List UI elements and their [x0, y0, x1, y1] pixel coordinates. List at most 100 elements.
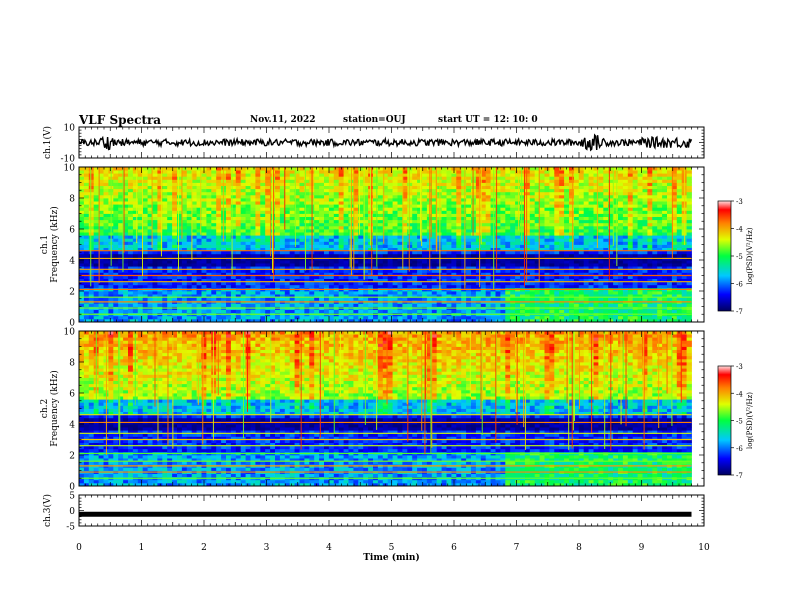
- ch1-spec-cell: [353, 213, 359, 217]
- ch1-spec-cell: [377, 216, 384, 221]
- ch1-spec-cell: [451, 204, 457, 208]
- ch1-spec-cell: [471, 269, 477, 273]
- ch1-spec-cell: [490, 281, 496, 286]
- ch1-spec-cell: [113, 232, 119, 236]
- ch1-spec-cell: [289, 198, 295, 202]
- ch1-spec-cell: [515, 173, 521, 177]
- ch1-spec-cell: [167, 229, 173, 233]
- ch1-spec-cell: [377, 191, 384, 196]
- ch1-spec-cell: [260, 170, 266, 174]
- ch1-spec-cell: [324, 188, 330, 193]
- ch1-spec-cell: [382, 170, 389, 174]
- ch1-spec-cell: [373, 235, 379, 239]
- ch1-spec-cell: [289, 275, 295, 279]
- ch1-spec-cell: [363, 194, 369, 199]
- ch1-spec-cell: [436, 291, 442, 295]
- ch1-spec-cell: [186, 213, 193, 217]
- ch1-spec-cell: [245, 229, 251, 233]
- ch1-spec-cell: [103, 315, 109, 320]
- ch1-spec-cell: [451, 188, 457, 193]
- ch1-spec-cell: [152, 250, 158, 255]
- ch1-spec-cell: [524, 201, 531, 205]
- ch1-spec-cell: [167, 253, 173, 258]
- ch1-spec-cell: [446, 238, 452, 242]
- ch1-spec-cell: [417, 318, 423, 323]
- ch1-spec-cell: [363, 284, 369, 289]
- ch1-spec-cell: [485, 275, 491, 279]
- ch1-spec-cell: [279, 266, 286, 270]
- ch1-spec-cell: [505, 182, 511, 186]
- ch1-spec-cell: [201, 213, 207, 217]
- ch1-spec-cell: [137, 225, 144, 230]
- ch1-spec-cell: [328, 266, 335, 270]
- ch1-spec-cell: [529, 176, 536, 180]
- ch1-spec-cell: [147, 266, 153, 270]
- ch1-spec-cell: [152, 176, 158, 180]
- ch1-spec-cell: [250, 278, 256, 283]
- ch1-spec-cell: [299, 309, 305, 314]
- ch1-spec-cell: [93, 291, 99, 295]
- ch1-spec-cell: [167, 275, 173, 279]
- ch1-spec-cell: [495, 284, 501, 289]
- ch1-spec-cell: [431, 266, 438, 270]
- ch1-spec-cell: [147, 260, 153, 264]
- ch1-spec-cell: [304, 315, 310, 320]
- ch1-spec-cell: [485, 173, 491, 177]
- ch1-spec-cell: [289, 229, 295, 233]
- ch1-spec-cell: [181, 176, 188, 180]
- ch1-spec-cell: [152, 278, 158, 283]
- ch1-spec-cell: [196, 213, 202, 217]
- ch1-spec-cell: [167, 284, 173, 289]
- ch1-spec-cell: [529, 266, 536, 270]
- ch1-spec-cell: [554, 204, 560, 208]
- ch1-spec-cell: [216, 170, 222, 174]
- ch1-spec-cell: [373, 266, 379, 270]
- ch1-spec-cell: [88, 185, 95, 190]
- ch1-spec-cell: [230, 281, 237, 286]
- ch1-spec-cell: [201, 241, 207, 245]
- ch1-spec-cell: [353, 222, 359, 227]
- ch1-spec-cell: [201, 278, 207, 283]
- ch1-spec-cell: [221, 272, 227, 276]
- ch1-spec-cell: [328, 213, 335, 217]
- ch1-spec-cell: [270, 275, 276, 279]
- ch1-spec-cell: [88, 176, 95, 180]
- ch1-spec-cell: [471, 176, 477, 180]
- ch1-spec-cell: [304, 297, 310, 301]
- ch1-spec-cell: [382, 291, 389, 295]
- ch1-spec-cell: [230, 173, 237, 177]
- ch1-spec-cell: [142, 167, 148, 171]
- ch1-spec-cell: [152, 284, 158, 289]
- ch1-spec-cell: [544, 309, 550, 314]
- ch1-spec-cell: [103, 284, 109, 289]
- ch1-spec-cell: [451, 176, 457, 180]
- ch1-spec-cell: [250, 235, 256, 239]
- ch1-spec-cell: [186, 204, 193, 208]
- ch1-spec-cell: [275, 275, 281, 279]
- ch1-spec-cell: [230, 238, 237, 242]
- ch1-spec-cell: [152, 191, 158, 196]
- ch1-spec-cell: [226, 179, 232, 183]
- ch1-spec-cell: [529, 318, 536, 323]
- ch1-spec-cell: [172, 194, 178, 199]
- ch1-spec-cell: [196, 297, 202, 301]
- ch1-spec-cell: [216, 275, 222, 279]
- ch1-spec-cell: [172, 207, 178, 211]
- ch1-spec-cell: [103, 173, 109, 177]
- ch1-spec-cell: [196, 253, 202, 258]
- ch1-spec-cell: [147, 222, 153, 227]
- ch1-spec-cell: [377, 207, 384, 211]
- ch1-spec-cell: [328, 207, 335, 211]
- ch1-spec-cell: [216, 194, 222, 199]
- ch1-spec-cell: [98, 191, 104, 196]
- ch1-spec-cell: [412, 188, 418, 193]
- ch1-spec-cell: [226, 250, 232, 255]
- ch1-spec-cell: [211, 297, 217, 301]
- ch1-spec-cell: [510, 250, 516, 255]
- ch1-spec-cell: [490, 201, 496, 205]
- ch1-spec-cell: [475, 176, 482, 180]
- ch1-spec-cell: [157, 297, 163, 301]
- ch1-spec-cell: [544, 225, 550, 230]
- ch1-spec-cell: [392, 309, 398, 314]
- ch1-spec-cell: [505, 318, 511, 323]
